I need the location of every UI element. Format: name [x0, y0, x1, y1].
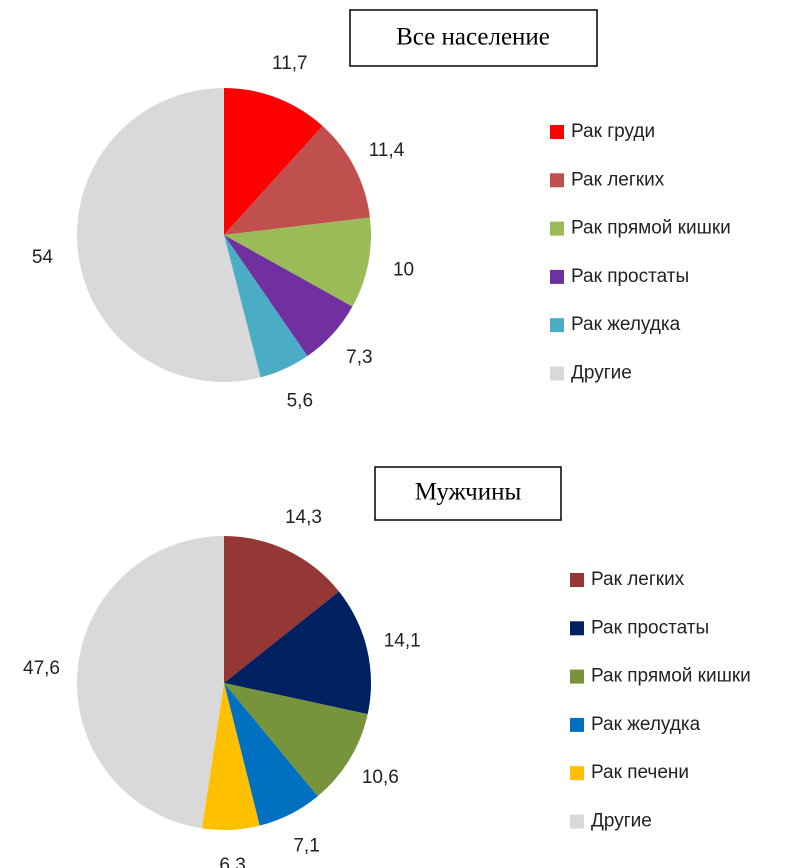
pie-slice — [224, 235, 353, 357]
pie-slice — [224, 683, 368, 797]
legend-label: Рак легких — [571, 169, 665, 190]
chart-title: Мужчины — [415, 479, 522, 506]
legend-swatch — [550, 269, 564, 284]
legend-label: Рак простаты — [571, 266, 689, 287]
pie-slice — [201, 683, 260, 830]
chart-title: Все население — [396, 24, 550, 51]
data-label: 7,1 — [293, 835, 319, 856]
data-label: 14,1 — [384, 630, 421, 651]
data-label: 7,3 — [346, 347, 372, 368]
legend-swatch — [570, 814, 584, 829]
pie-slice — [224, 125, 370, 235]
legend-label: Рак простаты — [591, 617, 709, 638]
data-label: 14,3 — [285, 507, 322, 528]
pie-slice — [224, 536, 340, 683]
pie-slice — [76, 88, 261, 383]
legend-label: Рак прямой кишки — [571, 218, 731, 239]
data-label: 11,7 — [272, 53, 308, 74]
data-label: 10 — [393, 259, 414, 280]
legend-swatch — [570, 766, 584, 781]
legend-swatch — [550, 125, 564, 139]
legend-label: Рак легких — [591, 569, 685, 590]
legend-swatch — [550, 173, 564, 188]
data-label: 6,3 — [219, 855, 245, 868]
data-label: 54 — [32, 247, 54, 268]
pie-slice — [224, 88, 323, 235]
title-box — [349, 9, 598, 67]
legend-swatch — [550, 318, 564, 333]
legend-swatch — [550, 221, 564, 236]
legend-swatch — [570, 717, 584, 732]
legend-label: Рак желудка — [571, 314, 681, 335]
data-label: 5,6 — [287, 391, 313, 412]
legend-swatch — [550, 366, 564, 381]
data-label: 11,4 — [369, 140, 405, 161]
pie-slice — [224, 235, 308, 378]
legend-label: Другие — [571, 363, 632, 384]
data-label: 10,6 — [362, 767, 399, 788]
legend-swatch — [570, 573, 584, 587]
pie-slice — [224, 217, 371, 307]
pie-slice — [77, 536, 224, 829]
legend-label: Рак печени — [591, 762, 689, 783]
legend-label: Рак прямой кишки — [591, 666, 751, 687]
data-label: 47,6 — [23, 658, 60, 679]
legend-swatch — [570, 669, 584, 684]
title-box — [374, 466, 562, 521]
legend-label: Другие — [591, 811, 652, 832]
legend-swatch — [570, 621, 584, 636]
legend-label: Рак желудка — [591, 714, 701, 735]
pie-slice — [224, 683, 318, 826]
pie-slice — [224, 591, 371, 715]
legend-label: Рак груди — [571, 121, 655, 142]
